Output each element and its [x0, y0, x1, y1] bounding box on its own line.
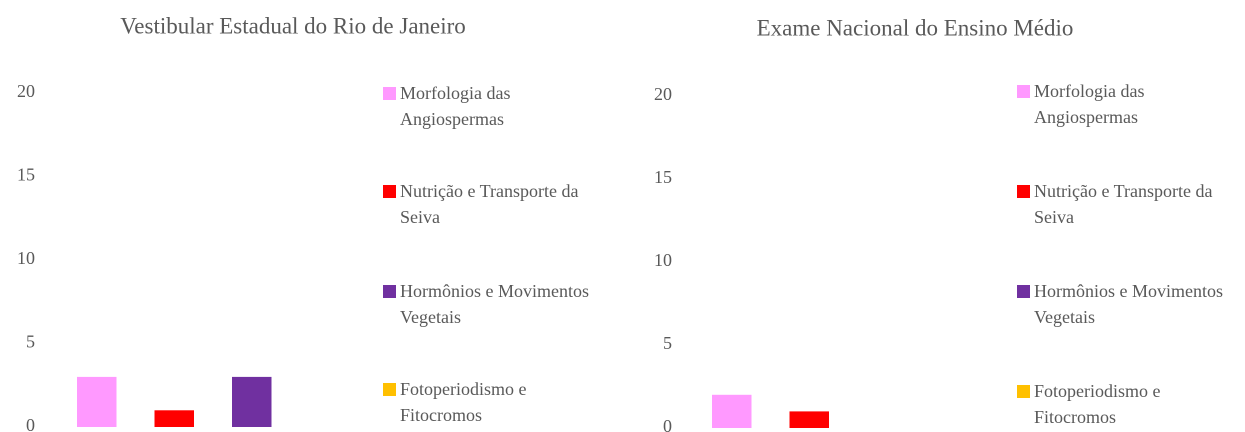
legend-label: Morfologia das Angiospermas: [1034, 81, 1145, 127]
y-tick-label: 15: [17, 165, 35, 185]
legend-swatch: [383, 285, 396, 298]
legend-label: Morfologia das Angiospermas: [400, 83, 511, 129]
y-tick-label: 10: [17, 248, 35, 268]
y-tick-label: 15: [654, 167, 672, 187]
bar: [712, 394, 752, 428]
chart-title: Exame Nacional do Ensino Médio: [757, 15, 1074, 40]
bar: [789, 411, 829, 428]
legend-label: Fotoperiodismo e Fitocromos: [1034, 381, 1161, 427]
legend-label: Hormônios e Movimentos Vegetais: [400, 281, 589, 327]
y-tick-label: 20: [654, 84, 672, 104]
legend-item: Nutrição e Transporte da Seiva: [383, 178, 598, 230]
legend-item: Nutrição e Transporte da Seiva: [1017, 178, 1232, 230]
y-tick-label: 5: [26, 332, 35, 352]
bar: [77, 376, 117, 427]
y-tick-label: 10: [654, 250, 672, 270]
y-tick-label: 20: [17, 81, 35, 101]
legend-label: Fotoperiodismo e Fitocromos: [400, 379, 527, 425]
legend-item: Hormônios e Movimentos Vegetais: [383, 278, 598, 330]
legend-label: Nutrição e Transporte da Seiva: [1034, 181, 1213, 227]
legend-item: Fotoperiodismo e Fitocromos: [383, 376, 598, 428]
legend-swatch: [1017, 285, 1030, 298]
bar: [232, 376, 272, 427]
legend-swatch: [1017, 185, 1030, 198]
legend-swatch: [383, 383, 396, 396]
legend-swatch: [383, 185, 396, 198]
chart-title: Vestibular Estadual do Rio de Janeiro: [120, 13, 466, 38]
y-tick-label: 0: [26, 415, 35, 432]
legend-label: Hormônios e Movimentos Vegetais: [1034, 281, 1223, 327]
y-tick-label: 5: [663, 333, 672, 353]
y-tick-label: 0: [663, 416, 672, 432]
legend-swatch: [1017, 85, 1030, 98]
legend-item: Hormônios e Movimentos Vegetais: [1017, 278, 1232, 330]
bar: [154, 410, 194, 427]
legend-item: Morfologia das Angiospermas: [1017, 78, 1232, 130]
legend-swatch: [1017, 385, 1030, 398]
legend-item: Morfologia das Angiospermas: [383, 80, 598, 132]
legend-label: Nutrição e Transporte da Seiva: [400, 181, 579, 227]
legend-item: Fotoperiodismo e Fitocromos: [1017, 378, 1232, 430]
legend-swatch: [383, 87, 396, 100]
